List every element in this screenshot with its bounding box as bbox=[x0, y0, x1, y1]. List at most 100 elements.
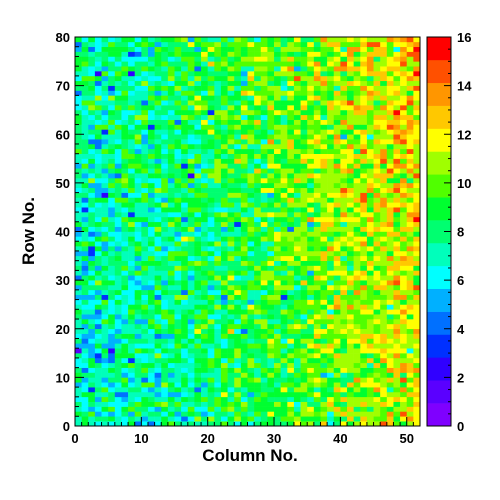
heatmap-cell bbox=[413, 270, 421, 276]
heatmap-cell bbox=[300, 226, 308, 232]
heatmap-cell bbox=[128, 401, 136, 407]
heatmap-cell bbox=[154, 367, 162, 373]
heatmap-cell bbox=[254, 95, 262, 101]
heatmap-cell bbox=[141, 411, 149, 417]
heatmap-cell bbox=[293, 85, 301, 91]
heatmap-cell bbox=[214, 46, 222, 52]
heatmap-cell bbox=[353, 323, 361, 330]
heatmap-cell bbox=[154, 192, 162, 198]
heatmap-cell bbox=[274, 173, 281, 179]
heatmap-cell bbox=[154, 406, 162, 412]
heatmap-cell bbox=[187, 357, 195, 364]
heatmap-cell bbox=[413, 66, 421, 72]
heatmap-cell bbox=[406, 387, 414, 393]
heatmap-cell bbox=[154, 396, 162, 402]
heatmap-cell bbox=[247, 105, 255, 111]
heatmap-cell bbox=[141, 401, 149, 407]
heatmap-cell bbox=[393, 153, 401, 159]
heatmap-cell bbox=[386, 382, 394, 388]
heatmap-cell bbox=[366, 265, 374, 271]
heatmap-cell bbox=[134, 134, 142, 140]
heatmap-cell bbox=[320, 241, 328, 247]
heatmap-cell bbox=[214, 37, 222, 43]
heatmap-cell bbox=[333, 309, 341, 315]
heatmap-cell bbox=[220, 168, 228, 174]
heatmap-cell bbox=[267, 90, 275, 96]
heatmap-cell bbox=[327, 250, 335, 257]
heatmap-cell bbox=[393, 187, 401, 193]
heatmap-cell bbox=[114, 212, 122, 218]
heatmap-cell bbox=[347, 163, 354, 169]
heatmap-cell bbox=[307, 178, 315, 184]
heatmap-cell bbox=[360, 377, 368, 383]
heatmap-cell bbox=[154, 182, 162, 189]
heatmap-cell bbox=[327, 421, 335, 427]
x-axis-title: Column No. bbox=[202, 446, 297, 465]
heatmap-cell bbox=[313, 221, 321, 227]
heatmap-cell bbox=[347, 66, 354, 72]
heatmap-cell bbox=[313, 197, 321, 203]
heatmap-cell bbox=[75, 353, 82, 359]
heatmap-cell bbox=[287, 323, 295, 330]
heatmap-cell bbox=[147, 124, 155, 130]
heatmap-cell bbox=[333, 202, 341, 208]
heatmap-cell bbox=[154, 401, 162, 407]
heatmap-cell bbox=[121, 163, 129, 169]
heatmap-cell bbox=[320, 255, 328, 261]
heatmap-cell bbox=[181, 139, 189, 145]
heatmap-cell bbox=[280, 134, 288, 140]
heatmap-cell bbox=[174, 401, 182, 407]
heatmap-cell bbox=[353, 406, 361, 412]
heatmap-cell bbox=[400, 75, 408, 82]
heatmap-cell bbox=[260, 105, 268, 111]
heatmap-cell bbox=[313, 319, 321, 325]
heatmap-cell bbox=[340, 61, 348, 67]
y-axis-title: Row No. bbox=[19, 197, 38, 265]
heatmap-cell bbox=[81, 309, 89, 315]
heatmap-cell bbox=[88, 357, 96, 364]
heatmap-cell bbox=[320, 406, 328, 412]
colorbar-segment bbox=[427, 380, 451, 404]
heatmap-cell bbox=[220, 250, 228, 257]
heatmap-cell bbox=[154, 56, 162, 62]
heatmap-cell bbox=[333, 158, 341, 164]
heatmap-cell bbox=[413, 134, 421, 140]
heatmap-cell bbox=[167, 221, 175, 227]
heatmap-cell bbox=[347, 114, 354, 120]
heatmap-cell bbox=[400, 56, 408, 62]
heatmap-cell bbox=[274, 148, 281, 154]
heatmap-cell bbox=[287, 46, 295, 52]
heatmap-cell bbox=[181, 168, 189, 174]
heatmap-cell bbox=[194, 129, 202, 135]
heatmap-cell bbox=[333, 124, 341, 130]
heatmap-cell bbox=[81, 129, 89, 135]
heatmap-cell bbox=[161, 61, 169, 67]
heatmap-cell bbox=[400, 216, 408, 223]
heatmap-cell bbox=[366, 41, 374, 48]
heatmap-cell bbox=[386, 260, 394, 266]
heatmap-cell bbox=[207, 216, 215, 223]
heatmap-cell bbox=[400, 328, 408, 334]
heatmap-cell bbox=[366, 178, 374, 184]
heatmap-cell bbox=[307, 343, 315, 349]
heatmap-cell bbox=[94, 270, 102, 276]
heatmap-cell bbox=[94, 250, 102, 257]
heatmap-cell bbox=[147, 319, 155, 325]
heatmap-cell bbox=[167, 289, 175, 296]
heatmap-cell bbox=[234, 221, 242, 227]
heatmap-cell bbox=[121, 382, 129, 388]
heatmap-cell bbox=[406, 323, 414, 330]
heatmap-cell bbox=[413, 158, 421, 164]
heatmap-cell bbox=[147, 294, 155, 300]
heatmap-cell bbox=[234, 231, 242, 237]
heatmap-cell bbox=[307, 401, 315, 407]
heatmap-cell bbox=[81, 372, 89, 378]
heatmap-cell bbox=[347, 46, 354, 52]
heatmap-cell bbox=[201, 411, 208, 417]
heatmap-cell bbox=[413, 197, 421, 203]
heatmap-cell bbox=[201, 275, 208, 281]
heatmap-cell bbox=[413, 328, 421, 334]
heatmap-cell bbox=[161, 314, 169, 320]
heatmap-cell bbox=[220, 90, 228, 96]
heatmap-cell bbox=[267, 226, 275, 232]
